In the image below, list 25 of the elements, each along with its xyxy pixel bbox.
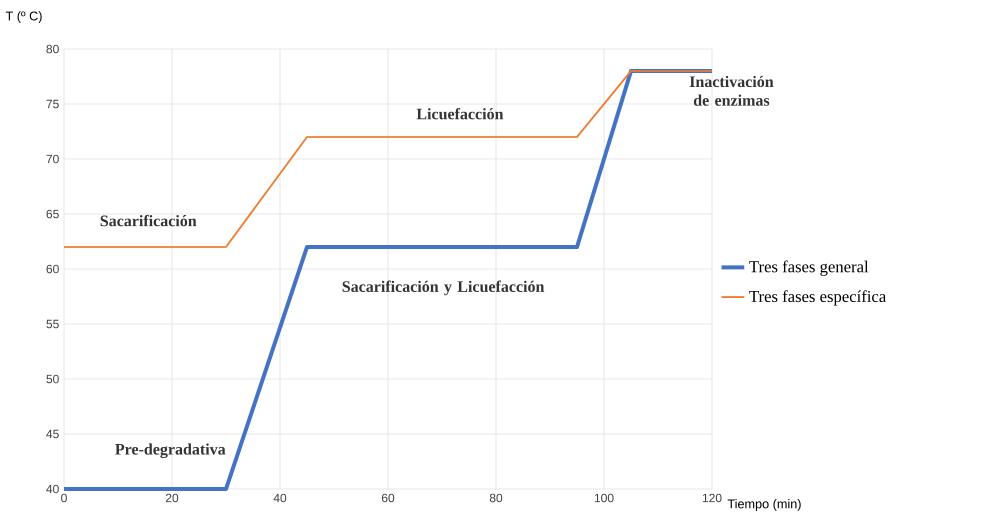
x-tick-label: 80 <box>490 494 502 502</box>
y-tick-label: 80 <box>46 44 59 54</box>
annotation: Licuefacción <box>416 108 504 120</box>
y-tick-label: 40 <box>46 484 59 494</box>
y-tick-label: 50 <box>46 374 59 384</box>
x-axis-title: Tiempo (min) <box>728 499 801 511</box>
x-tick-label: 120 <box>702 494 722 502</box>
legend-label: Tres fases general <box>749 260 868 276</box>
annotation: Sacarificación y Licuefacción <box>342 280 544 296</box>
x-tick-label: 100 <box>594 494 614 502</box>
x-tick-label: 0 <box>61 494 67 502</box>
y-tick-label: 60 <box>46 264 59 274</box>
x-tick-label: 60 <box>382 494 394 502</box>
y-tick-label: 75 <box>46 100 59 108</box>
legend-label: Tres fases específica <box>749 290 886 306</box>
y-tick-label: 65 <box>46 210 59 218</box>
annotation: Sacarificación <box>100 214 196 226</box>
annotation: Pre-degradativa <box>115 443 226 458</box>
y-tick-label: 70 <box>46 154 59 164</box>
x-tick-label: 20 <box>166 494 178 502</box>
annotation: Inactivación de enzimas <box>690 76 774 106</box>
y-axis-title: T (º C) <box>6 11 42 23</box>
y-tick-label: 45 <box>46 430 59 438</box>
x-tick-label: 40 <box>274 494 286 502</box>
y-tick-label: 55 <box>46 320 59 328</box>
